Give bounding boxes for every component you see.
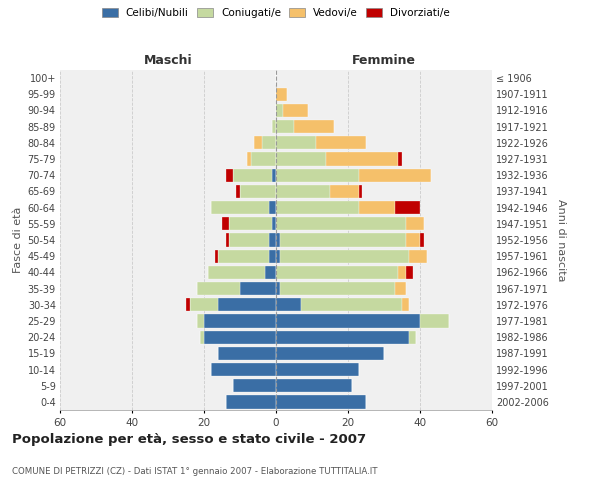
Bar — [269, 234, 276, 246]
Bar — [190, 298, 218, 312]
Bar — [276, 120, 294, 134]
Bar — [276, 185, 330, 198]
Bar — [276, 363, 359, 376]
Bar — [398, 266, 406, 279]
Bar — [233, 379, 276, 392]
Bar — [276, 346, 384, 360]
Bar — [406, 217, 424, 230]
Bar — [398, 152, 402, 166]
Text: COMUNE DI PETRIZZI (CZ) - Dati ISTAT 1° gennaio 2007 - Elaborazione TUTTITALIA.I: COMUNE DI PETRIZZI (CZ) - Dati ISTAT 1° … — [12, 468, 377, 476]
Bar — [276, 266, 398, 279]
Bar — [420, 314, 449, 328]
Bar — [186, 298, 190, 312]
Y-axis label: Fasce di età: Fasce di età — [13, 207, 23, 273]
Bar — [276, 136, 316, 149]
Bar — [215, 250, 218, 263]
Bar — [276, 234, 280, 246]
Bar — [276, 217, 406, 230]
Bar — [276, 152, 326, 166]
Bar — [211, 201, 269, 214]
Bar — [294, 120, 334, 134]
Bar — [402, 298, 409, 312]
Bar — [272, 217, 276, 230]
Bar — [236, 185, 240, 198]
Bar — [280, 234, 406, 246]
Bar — [409, 250, 427, 263]
Bar — [395, 201, 420, 214]
Bar — [326, 152, 398, 166]
Bar — [197, 314, 204, 328]
Bar — [359, 185, 362, 198]
Bar — [406, 234, 420, 246]
Bar — [254, 136, 262, 149]
Bar — [276, 250, 280, 263]
Bar — [359, 168, 431, 182]
Bar — [247, 152, 251, 166]
Text: Maschi: Maschi — [143, 54, 193, 67]
Bar — [240, 282, 276, 295]
Bar — [200, 330, 204, 344]
Bar — [276, 314, 420, 328]
Bar — [226, 396, 276, 408]
Bar — [272, 168, 276, 182]
Bar — [409, 330, 416, 344]
Bar — [197, 282, 240, 295]
Bar — [229, 217, 272, 230]
Bar — [229, 234, 269, 246]
Bar — [240, 185, 276, 198]
Bar — [218, 250, 269, 263]
Bar — [226, 234, 229, 246]
Legend: Celibi/Nubili, Coniugati/e, Vedovi/e, Divorziati/e: Celibi/Nubili, Coniugati/e, Vedovi/e, Di… — [102, 8, 450, 18]
Bar — [226, 168, 233, 182]
Bar — [218, 346, 276, 360]
Bar — [276, 201, 359, 214]
Bar — [269, 201, 276, 214]
Bar — [316, 136, 366, 149]
Text: Popolazione per età, sesso e stato civile - 2007: Popolazione per età, sesso e stato civil… — [12, 432, 366, 446]
Bar — [251, 152, 276, 166]
Bar — [276, 104, 283, 117]
Bar — [301, 298, 402, 312]
Bar — [276, 298, 301, 312]
Bar — [204, 330, 276, 344]
Bar — [276, 379, 352, 392]
Bar — [276, 88, 287, 101]
Bar — [265, 266, 276, 279]
Bar — [211, 363, 276, 376]
Bar — [420, 234, 424, 246]
Bar — [222, 217, 229, 230]
Bar — [395, 282, 406, 295]
Bar — [280, 282, 395, 295]
Bar — [276, 282, 280, 295]
Bar — [276, 330, 409, 344]
Bar — [283, 104, 308, 117]
Bar — [262, 136, 276, 149]
Bar — [218, 298, 276, 312]
Bar — [280, 250, 409, 263]
Bar — [359, 201, 395, 214]
Bar — [276, 168, 359, 182]
Bar — [233, 168, 272, 182]
Bar — [276, 396, 366, 408]
Bar — [406, 266, 413, 279]
Bar — [272, 120, 276, 134]
Bar — [204, 314, 276, 328]
Bar — [269, 250, 276, 263]
Bar — [330, 185, 359, 198]
Text: Femmine: Femmine — [352, 54, 416, 67]
Bar — [208, 266, 265, 279]
Y-axis label: Anni di nascita: Anni di nascita — [556, 198, 566, 281]
